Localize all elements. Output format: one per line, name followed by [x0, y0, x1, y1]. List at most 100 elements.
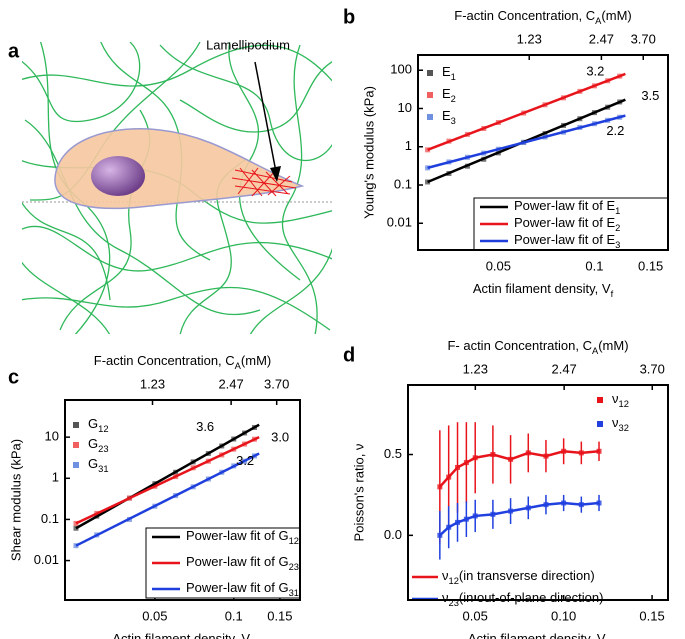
label-part: F-actin Concentration, C	[454, 8, 595, 23]
exponent-label: 2.2	[606, 123, 624, 138]
x-axis-label: Actin filament density, Vf	[112, 631, 253, 639]
data-point	[525, 450, 531, 456]
label-part: F- actin Concentration, C	[447, 338, 592, 353]
subscript: 1	[451, 72, 456, 82]
x2-axis-label: F- actin Concentration, CA(mM)	[447, 338, 628, 356]
subscript: A	[595, 16, 602, 26]
data-point	[463, 460, 469, 466]
label-part: ν	[442, 590, 449, 605]
label-part: (mM)	[241, 353, 271, 368]
data-point	[472, 513, 478, 519]
x-tick-label: 0.1	[225, 608, 243, 623]
lamellipodium-mesh	[231, 167, 297, 197]
label-part: (mM)	[598, 338, 628, 353]
mean-line	[438, 501, 600, 537]
y-tick-label: 10	[398, 100, 412, 115]
legend-marker	[73, 442, 79, 448]
subscript: 31	[289, 588, 299, 598]
x-tick-label: 0.15	[639, 608, 664, 623]
data-point	[437, 532, 443, 538]
subscript: 12	[619, 399, 629, 409]
annotation: Lamellipodium	[206, 37, 290, 52]
x2-tick-label: 3.70	[640, 361, 665, 376]
legend-label: G31	[88, 456, 109, 474]
x2-tick-label: 3.70	[631, 31, 656, 46]
exponent-label: 3.0	[271, 430, 289, 445]
legend-label: E1	[442, 64, 456, 82]
mean-line	[438, 450, 600, 488]
legend-label: E3	[442, 108, 456, 126]
subscript: 2	[451, 94, 456, 104]
legend-label: ν12(in transverse direction)	[442, 568, 595, 586]
legend-label: ν32	[612, 415, 629, 433]
subscript: A	[592, 346, 599, 356]
arrow	[254, 61, 277, 173]
x2-tick-label: 2.47	[218, 376, 243, 391]
label-part: ν	[612, 415, 619, 430]
label-part: (mM)	[601, 8, 631, 23]
label-part: Power-law fit of E	[514, 232, 615, 247]
plot-frame	[407, 384, 669, 601]
y-tick-label: 0.1	[41, 511, 59, 526]
label-part: G	[88, 416, 98, 431]
x-tick-label: 0.05	[142, 608, 167, 623]
label-part: Power-law fit of G	[186, 580, 289, 595]
subscript: 2	[615, 223, 620, 233]
fit-line	[427, 114, 626, 170]
data-point	[455, 519, 461, 525]
y-tick-label: 1	[405, 138, 412, 153]
x2-axis-label: F-actin Concentration, CA(mM)	[94, 353, 271, 371]
y-tick-label: 0.01	[387, 215, 412, 230]
fit-line	[75, 436, 260, 525]
x2-tick-label: 2.47	[589, 31, 614, 46]
y-tick-label: 1	[52, 470, 59, 485]
data-point	[490, 452, 496, 458]
label-part: E	[442, 64, 451, 79]
x-tick-label: 0.05	[486, 258, 511, 273]
fit-line	[75, 452, 260, 547]
legend-label: E2	[442, 86, 456, 104]
legend-label: Power-law fit of G23	[186, 554, 299, 572]
panel-label: b	[343, 6, 355, 28]
y-tick-label: 0.5	[384, 446, 402, 461]
y-tick-label: 10	[45, 429, 59, 444]
subscript: 23	[449, 598, 459, 608]
subscript: 3	[451, 116, 456, 126]
panel-label: a	[8, 40, 20, 62]
y-axis-label: Young's modulus (kPa)	[361, 86, 376, 219]
x2-tick-label: 1.23	[517, 31, 542, 46]
label-part: Actin filament density, V	[473, 281, 611, 296]
data-point	[596, 448, 602, 454]
data-point	[490, 511, 496, 517]
legend-marker	[597, 397, 603, 403]
y-axis-label: Poisson's ratio, ν	[351, 444, 366, 542]
label-part: (in transverse direction)	[459, 568, 595, 583]
x-tick-label: 0.1	[585, 258, 603, 273]
label-part: (in out-of-plane direction)	[459, 590, 604, 605]
y-tick-label: 0.1	[394, 176, 412, 191]
data-point	[472, 455, 478, 461]
legend-label: Power-law fit of E1	[514, 198, 620, 216]
label-part: E	[442, 86, 451, 101]
data-point	[446, 474, 452, 480]
subscript: 12	[289, 536, 299, 546]
subscript: 12	[98, 424, 108, 434]
fit-line	[75, 423, 260, 530]
data-point	[508, 456, 514, 462]
x-tick-label: 0.15	[267, 608, 292, 623]
plot-frame	[64, 399, 301, 601]
x-tick-label: 0.10	[551, 608, 576, 623]
subscript: 31	[98, 464, 108, 474]
label-part: Actin filament density, V	[112, 631, 250, 639]
label-part: E	[442, 108, 451, 123]
label-part: Power-law fit of E	[514, 198, 615, 213]
data-point	[578, 502, 584, 508]
subscript: 1	[615, 206, 620, 216]
subscript: 12	[449, 576, 459, 586]
cell-illustration	[22, 42, 332, 334]
fit-line	[427, 72, 626, 152]
data-point	[561, 500, 567, 506]
data-point	[543, 453, 549, 459]
legend-marker	[73, 462, 79, 468]
